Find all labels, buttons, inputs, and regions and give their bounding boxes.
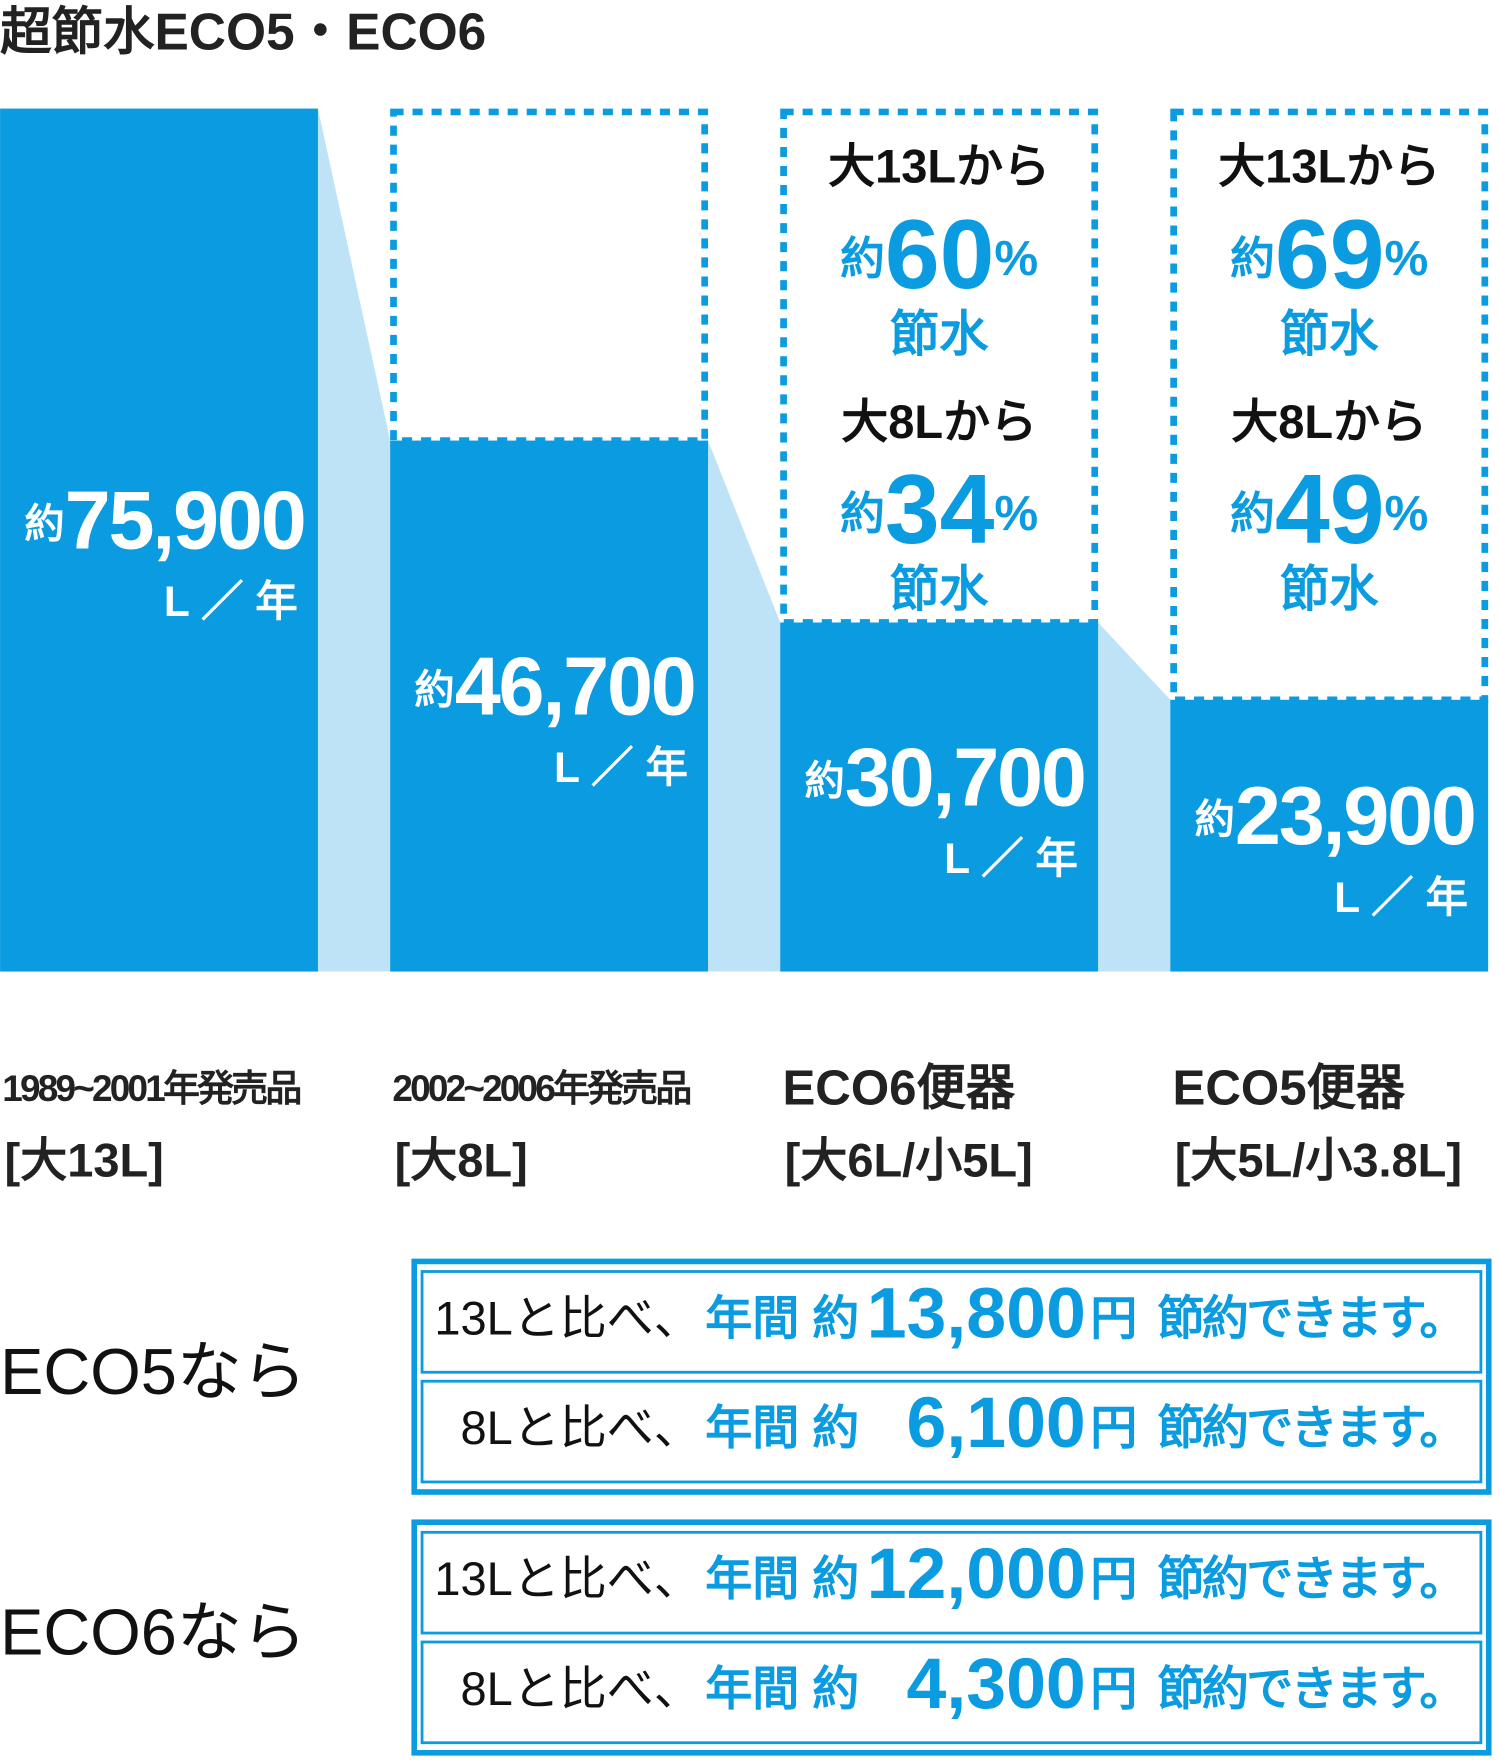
savings-prefix: 約: [1230, 489, 1275, 539]
bar: [390, 440, 709, 972]
value-prefix: 約: [1195, 797, 1235, 842]
savings-percent: 約69%: [1230, 199, 1428, 309]
savings-percent: 約34%: [840, 454, 1038, 564]
value-prefix: 約: [24, 501, 64, 546]
summary-note: 節約できます。: [1157, 1662, 1466, 1715]
summary-period: 年間 約: [705, 1552, 859, 1605]
savings-prefix: 約: [1230, 234, 1275, 284]
bar: [0, 108, 318, 972]
summary-period: 年間 約: [705, 1291, 859, 1344]
value-unit: L ／ 年: [944, 835, 1078, 883]
value-prefix: 約: [414, 667, 454, 712]
summary-note: 節約できます。: [1157, 1291, 1466, 1344]
value-unit: L ／ 年: [1334, 874, 1468, 922]
value-label: 約30,700: [805, 730, 1085, 823]
summary-row: [420, 1379, 1483, 1484]
savings-from: 大13Lから: [1218, 140, 1440, 193]
savings-note: 節水: [890, 307, 989, 362]
category-note: [大6L/小5L]: [785, 1133, 1033, 1186]
category-label: 2002~2006年発売品: [392, 1068, 692, 1109]
summary-row: [420, 1530, 1483, 1635]
savings-unit: %: [994, 231, 1038, 286]
summary-note: 節約できます。: [1157, 1552, 1466, 1605]
summary-period: 年間 約: [705, 1401, 859, 1454]
value-unit: L ／ 年: [554, 744, 688, 792]
summary-note: 節約できます。: [1157, 1401, 1466, 1454]
summary-compare: 8Lと比べ、: [460, 1662, 700, 1715]
value-label: 約75,900: [24, 474, 304, 567]
summary-label: ECO5なら: [0, 1335, 307, 1408]
summary-amount: 13,800: [867, 1273, 1086, 1353]
summary-label: ECO6なら: [0, 1596, 307, 1669]
connector: [1098, 622, 1171, 972]
summary-amount: 12,000: [867, 1534, 1086, 1614]
summary-currency: 円: [1090, 1662, 1137, 1715]
value-prefix: 約: [805, 758, 845, 803]
savings-prefix: 約: [840, 489, 885, 539]
summary-row: [420, 1270, 1483, 1374]
category-label: ECO6便器: [782, 1060, 1015, 1115]
value-number: 46,700: [455, 640, 695, 733]
savings-from: 大13Lから: [828, 140, 1050, 193]
category-note: [大5L/小3.8L]: [1175, 1133, 1462, 1186]
summary-period: 年間 約: [705, 1662, 859, 1715]
category-label: ECO5便器: [1173, 1060, 1406, 1115]
summary-box: [411, 1519, 1492, 1756]
connector: [708, 440, 781, 972]
category-note: [大13L]: [5, 1133, 164, 1186]
savings-value: 60: [885, 199, 995, 309]
value-number: 23,900: [1235, 769, 1475, 862]
summary-compare: 8Lと比べ、: [460, 1401, 700, 1454]
connector: [317, 108, 391, 972]
savings-unit: %: [994, 486, 1038, 541]
summary-currency: 円: [1090, 1401, 1137, 1454]
savings-prefix: 約: [840, 234, 885, 284]
savings-note: 節水: [890, 562, 989, 617]
savings-value: 34: [885, 454, 995, 564]
reference-outline: [390, 108, 709, 444]
savings-note: 節水: [1280, 562, 1379, 617]
value-number: 75,900: [65, 474, 305, 567]
value-label: 約23,900: [1195, 769, 1475, 862]
savings-value: 49: [1275, 454, 1385, 564]
savings-note: 節水: [1280, 307, 1379, 362]
summary-compare: 13Lと比べ、: [434, 1552, 700, 1605]
summary-currency: 円: [1090, 1552, 1137, 1605]
savings-value: 69: [1275, 199, 1385, 309]
savings-from: 大8Lから: [1231, 395, 1427, 448]
summary-amount: 4,300: [907, 1644, 1086, 1724]
savings-percent: 約49%: [1230, 454, 1428, 564]
bar: [1170, 699, 1489, 972]
chart-title: 超節水ECO5・ECO6: [0, 2, 486, 60]
savings-unit: %: [1385, 486, 1429, 541]
summary-amount: 6,100: [907, 1383, 1086, 1463]
summary-compare: 13Lと比べ、: [434, 1291, 700, 1344]
summary-currency: 円: [1090, 1291, 1137, 1344]
savings-unit: %: [1385, 231, 1429, 286]
category-note: [大8L]: [395, 1133, 528, 1186]
bar: [780, 622, 1099, 972]
savings-percent: 約60%: [840, 199, 1038, 309]
savings-from: 大8Lから: [841, 395, 1037, 448]
value-number: 30,700: [845, 730, 1085, 823]
summary-box: [411, 1258, 1492, 1495]
category-label: 1989~2001年発売品: [2, 1068, 302, 1109]
value-unit: L ／ 年: [164, 578, 298, 626]
summary-row: [420, 1640, 1483, 1745]
value-label: 約46,700: [414, 640, 694, 733]
